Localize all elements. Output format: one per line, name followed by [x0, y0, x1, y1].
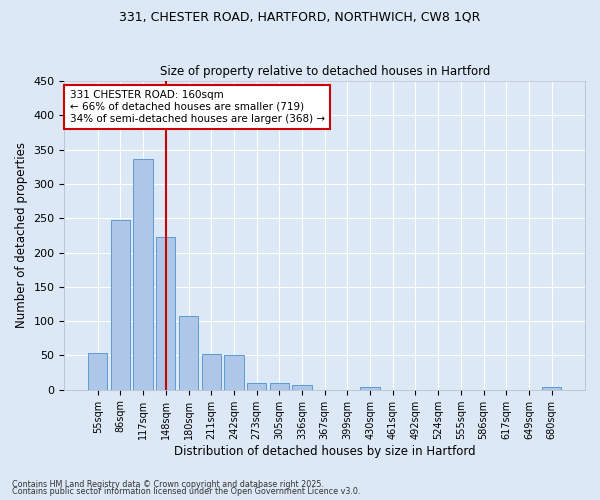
- Bar: [542, 387, 562, 390]
- Bar: [224, 356, 244, 390]
- X-axis label: Distribution of detached houses by size in Hartford: Distribution of detached houses by size …: [174, 444, 476, 458]
- Bar: [133, 160, 153, 390]
- Bar: [247, 383, 266, 390]
- Bar: [111, 220, 130, 390]
- Text: Contains HM Land Registry data © Crown copyright and database right 2025.: Contains HM Land Registry data © Crown c…: [12, 480, 324, 489]
- Title: Size of property relative to detached houses in Hartford: Size of property relative to detached ho…: [160, 66, 490, 78]
- Bar: [179, 316, 198, 390]
- Y-axis label: Number of detached properties: Number of detached properties: [15, 142, 28, 328]
- Bar: [202, 354, 221, 390]
- Bar: [88, 354, 107, 390]
- Bar: [156, 238, 175, 390]
- Text: Contains public sector information licensed under the Open Government Licence v3: Contains public sector information licen…: [12, 487, 361, 496]
- Bar: [361, 387, 380, 390]
- Text: 331 CHESTER ROAD: 160sqm
← 66% of detached houses are smaller (719)
34% of semi-: 331 CHESTER ROAD: 160sqm ← 66% of detach…: [70, 90, 325, 124]
- Bar: [292, 385, 311, 390]
- Text: 331, CHESTER ROAD, HARTFORD, NORTHWICH, CW8 1QR: 331, CHESTER ROAD, HARTFORD, NORTHWICH, …: [119, 10, 481, 23]
- Bar: [269, 383, 289, 390]
